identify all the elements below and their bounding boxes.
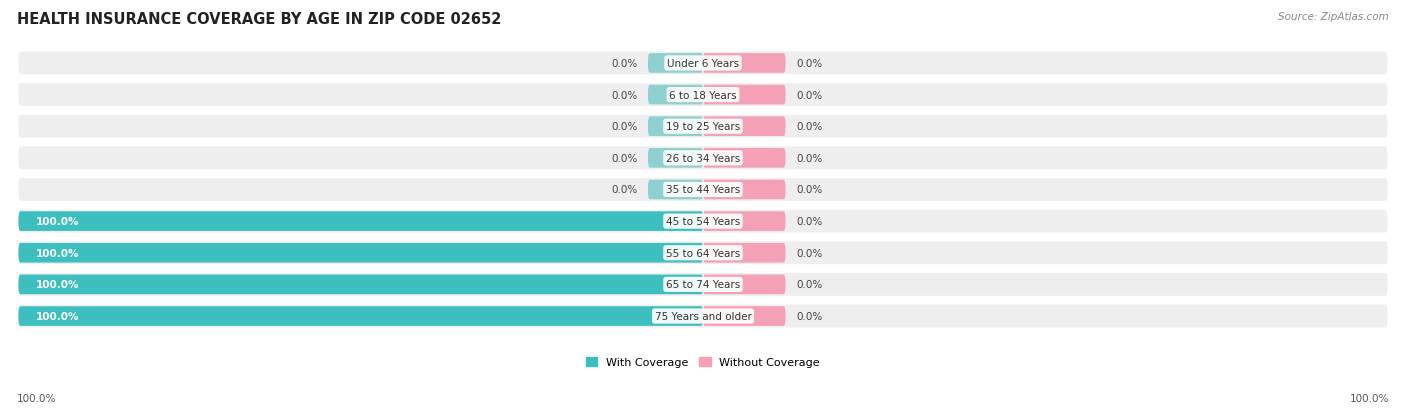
Text: 0.0%: 0.0%	[612, 59, 638, 69]
Legend: With Coverage, Without Coverage: With Coverage, Without Coverage	[582, 353, 824, 372]
FancyBboxPatch shape	[703, 117, 786, 137]
Text: 100.0%: 100.0%	[35, 216, 79, 227]
FancyBboxPatch shape	[648, 54, 703, 74]
FancyBboxPatch shape	[18, 305, 1388, 328]
FancyBboxPatch shape	[18, 275, 703, 294]
FancyBboxPatch shape	[648, 117, 703, 137]
Text: 26 to 34 Years: 26 to 34 Years	[666, 154, 740, 164]
FancyBboxPatch shape	[18, 116, 1388, 138]
Text: 0.0%: 0.0%	[796, 122, 823, 132]
Text: 19 to 25 Years: 19 to 25 Years	[666, 122, 740, 132]
FancyBboxPatch shape	[648, 85, 703, 105]
Text: 0.0%: 0.0%	[796, 248, 823, 258]
Text: HEALTH INSURANCE COVERAGE BY AGE IN ZIP CODE 02652: HEALTH INSURANCE COVERAGE BY AGE IN ZIP …	[17, 12, 502, 27]
Text: Source: ZipAtlas.com: Source: ZipAtlas.com	[1278, 12, 1389, 22]
FancyBboxPatch shape	[18, 306, 703, 326]
Text: 0.0%: 0.0%	[612, 154, 638, 164]
Text: 100.0%: 100.0%	[1350, 393, 1389, 403]
FancyBboxPatch shape	[703, 54, 786, 74]
Text: 55 to 64 Years: 55 to 64 Years	[666, 248, 740, 258]
Text: 100.0%: 100.0%	[17, 393, 56, 403]
FancyBboxPatch shape	[18, 273, 1388, 296]
FancyBboxPatch shape	[18, 84, 1388, 107]
Text: 100.0%: 100.0%	[35, 311, 79, 321]
FancyBboxPatch shape	[18, 242, 1388, 264]
Text: 0.0%: 0.0%	[796, 216, 823, 227]
Text: 0.0%: 0.0%	[612, 122, 638, 132]
Text: Under 6 Years: Under 6 Years	[666, 59, 740, 69]
FancyBboxPatch shape	[18, 179, 1388, 202]
Text: 0.0%: 0.0%	[612, 90, 638, 100]
Text: 65 to 74 Years: 65 to 74 Years	[666, 280, 740, 290]
Text: 45 to 54 Years: 45 to 54 Years	[666, 216, 740, 227]
Text: 0.0%: 0.0%	[796, 185, 823, 195]
Text: 6 to 18 Years: 6 to 18 Years	[669, 90, 737, 100]
FancyBboxPatch shape	[18, 212, 703, 231]
Text: 100.0%: 100.0%	[35, 248, 79, 258]
FancyBboxPatch shape	[18, 210, 1388, 233]
Text: 75 Years and older: 75 Years and older	[655, 311, 751, 321]
Text: 0.0%: 0.0%	[612, 185, 638, 195]
FancyBboxPatch shape	[703, 212, 786, 231]
FancyBboxPatch shape	[703, 149, 786, 168]
FancyBboxPatch shape	[703, 243, 786, 263]
FancyBboxPatch shape	[18, 147, 1388, 170]
Text: 0.0%: 0.0%	[796, 280, 823, 290]
FancyBboxPatch shape	[648, 149, 703, 168]
FancyBboxPatch shape	[18, 52, 1388, 75]
Text: 35 to 44 Years: 35 to 44 Years	[666, 185, 740, 195]
Text: 100.0%: 100.0%	[35, 280, 79, 290]
FancyBboxPatch shape	[703, 306, 786, 326]
FancyBboxPatch shape	[703, 275, 786, 294]
FancyBboxPatch shape	[648, 180, 703, 200]
Text: 0.0%: 0.0%	[796, 311, 823, 321]
FancyBboxPatch shape	[18, 243, 703, 263]
Text: 0.0%: 0.0%	[796, 154, 823, 164]
FancyBboxPatch shape	[703, 180, 786, 200]
Text: 0.0%: 0.0%	[796, 59, 823, 69]
Text: 0.0%: 0.0%	[796, 90, 823, 100]
FancyBboxPatch shape	[703, 85, 786, 105]
